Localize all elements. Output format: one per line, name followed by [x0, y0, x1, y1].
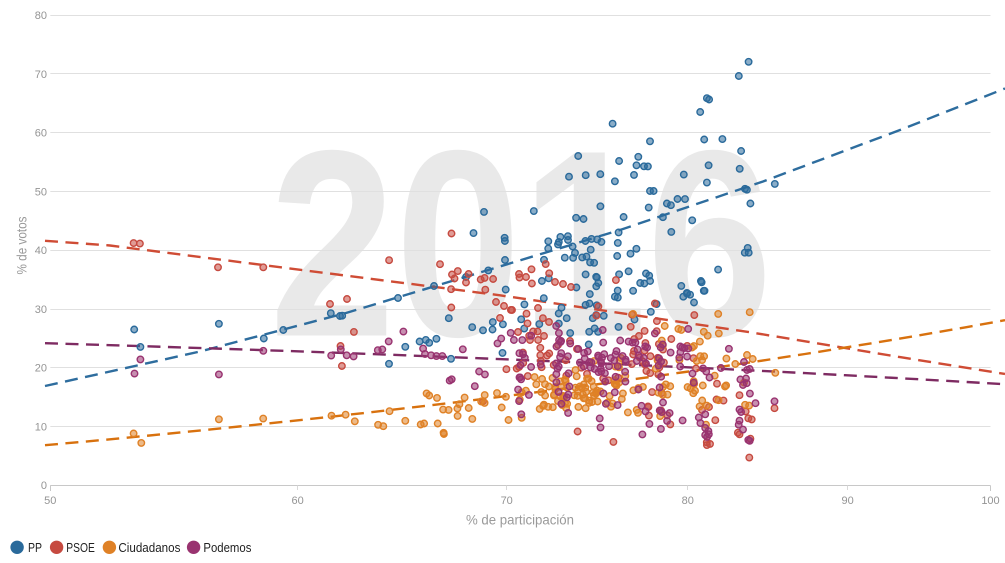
svg-text:Ciudadanos: Ciudadanos [118, 540, 180, 555]
svg-text:% de participación: % de participación [466, 512, 574, 528]
svg-text:80: 80 [35, 10, 47, 22]
svg-text:100: 100 [981, 495, 999, 507]
svg-text:70: 70 [35, 69, 47, 81]
svg-text:70: 70 [501, 495, 513, 507]
svg-text:10: 10 [35, 421, 47, 433]
svg-text:50: 50 [44, 495, 56, 507]
svg-text:90: 90 [841, 495, 853, 507]
svg-text:50: 50 [35, 186, 47, 198]
svg-text:80: 80 [682, 495, 694, 507]
svg-text:Podemos: Podemos [203, 540, 251, 555]
svg-text:20: 20 [35, 363, 47, 375]
svg-text:30: 30 [35, 304, 47, 316]
svg-text:PP: PP [28, 540, 42, 555]
svg-text:40: 40 [35, 245, 47, 257]
svg-text:60: 60 [291, 495, 303, 507]
svg-text:0: 0 [41, 480, 47, 492]
svg-text:% de votos: % de votos [14, 217, 30, 275]
svg-text:PSOE: PSOE [66, 540, 95, 555]
svg-text:60: 60 [35, 128, 47, 140]
